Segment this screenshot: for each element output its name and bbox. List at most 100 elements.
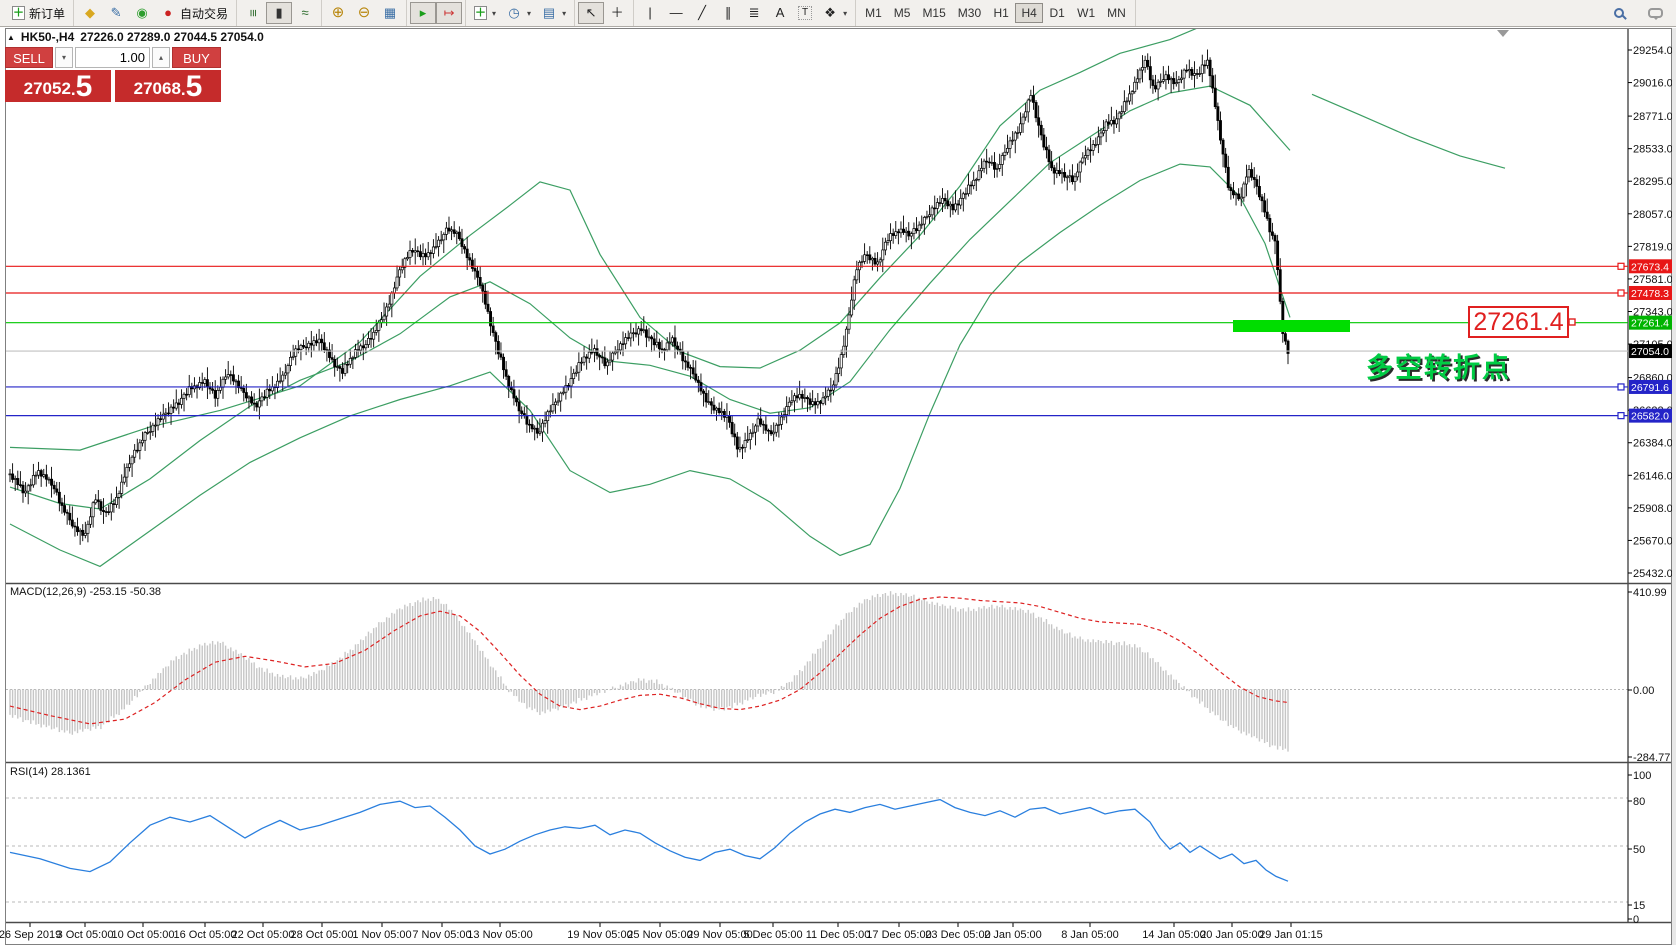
chat-button[interactable]	[1643, 2, 1668, 24]
toolbar-zoom-out-button[interactable]: ⊖	[351, 2, 377, 24]
auto-trading-icon: ●	[164, 5, 172, 20]
svg-text:0.00: 0.00	[1633, 685, 1654, 697]
svg-text:29016.0: 29016.0	[1633, 78, 1673, 90]
text-icon: A	[775, 5, 785, 20]
svg-text:25 Nov 05:00: 25 Nov 05:00	[627, 929, 692, 941]
tile-icon: ▦	[383, 5, 397, 20]
volume-decrease-button[interactable]: ▾	[55, 47, 73, 68]
toolbar-periods-button[interactable]: ◷ ▾	[501, 2, 536, 24]
sell-price-pip: 5	[75, 70, 93, 103]
toolbar-vline-button[interactable]: |	[637, 2, 663, 24]
svg-text:-284.77: -284.77	[1633, 752, 1670, 764]
toolbar-group-7: | ― ╱ ∥ ≣ A T ❖ ▾	[634, 0, 857, 26]
svg-text:16 Oct 05:00: 16 Oct 05:00	[174, 929, 237, 941]
toolbar-line-button[interactable]: ≈	[292, 2, 318, 24]
toolbar-shift-button[interactable]: ↦	[436, 2, 463, 24]
tf-button-M30[interactable]: M30	[952, 3, 987, 23]
svg-text:0: 0	[1633, 914, 1639, 926]
sell-button[interactable]: SELL	[5, 47, 53, 68]
buy-price-pip: 5	[185, 70, 203, 103]
tf-button-H4[interactable]: H4	[1015, 3, 1044, 23]
toolbar-autoscroll-button[interactable]: ▸	[410, 2, 437, 24]
macd-signal-line	[9, 596, 1289, 725]
price-callout-label[interactable]: 27261.4	[1468, 306, 1569, 338]
tf-button-MN[interactable]: MN	[1101, 3, 1132, 23]
buy-price-int: 27068	[133, 79, 181, 98]
periods-icon: ◷	[508, 5, 520, 20]
tf-button-M15[interactable]: M15	[916, 3, 951, 23]
macd-indicator-label: MACD(12,26,9) -253.15 -50.38	[10, 586, 161, 598]
toolbar-auto-trading-button[interactable]: ● 自动交易	[155, 2, 233, 24]
signal-icon: ◉	[136, 5, 148, 20]
search-button[interactable]	[1609, 2, 1629, 24]
toolbar-zoom-in-button[interactable]: ⊕	[325, 2, 351, 24]
tf-button-M1[interactable]: M1	[859, 3, 888, 23]
toolbar-templates-button[interactable]: ▤ ▾	[536, 2, 571, 24]
shift-marker-icon	[1497, 30, 1509, 37]
volume-input[interactable]	[75, 47, 150, 68]
vline-icon: |	[648, 5, 652, 20]
svg-text:26384.0: 26384.0	[1633, 438, 1673, 450]
zoom-in-icon: ⊕	[331, 4, 345, 21]
chart-window[interactable]: 29254.0 29016.0 28771.0 28533.0 28295.0 28057…	[0, 28, 1676, 945]
toolbar-indicators-button[interactable]: ＋ ▾	[469, 2, 501, 24]
svg-text:100: 100	[1633, 770, 1651, 782]
toolbar-new-order-button[interactable]: ＋ 新订单	[7, 2, 70, 24]
toolbar-group-2: ≡ ▮ ≈	[237, 0, 323, 26]
chevron-down-icon: ▾	[527, 8, 532, 18]
bollinger-middle	[9, 85, 1291, 510]
toolbar-hline-button[interactable]: ―	[663, 2, 689, 24]
toolbar-fibo-button[interactable]: ≣	[741, 2, 767, 24]
rsi-line	[9, 798, 1289, 882]
svg-text:25670.0: 25670.0	[1633, 535, 1673, 547]
tf-button-W1[interactable]: W1	[1071, 3, 1101, 23]
svg-text:13 Nov 05:00: 13 Nov 05:00	[467, 929, 532, 941]
templates-icon: ▤	[542, 5, 556, 20]
chart-ohlc-values: 27226.0 27289.0 27044.5 27054.0	[80, 30, 264, 44]
toolbar-bars-button[interactable]: ≡	[240, 2, 266, 24]
buy-button[interactable]: BUY	[172, 47, 221, 68]
axes: 29254.0 29016.0 28771.0 28533.0 28295.0 28057…	[0, 28, 1674, 945]
toolbar-gold-button[interactable]: ◆	[77, 2, 103, 24]
toolbar-group-5: ＋ ▾ ◷ ▾ ▤ ▾	[466, 0, 576, 26]
one-click-trading-panel: SELL ▾ ▴ BUY 27052.5 27068.5	[5, 47, 221, 102]
svg-text:27819.0: 27819.0	[1633, 241, 1673, 253]
chart-canvas[interactable]: 29254.0 29016.0 28771.0 28533.0 28295.0 28057…	[0, 28, 1676, 945]
channel-icon: ∥	[724, 5, 732, 20]
turning-point-annotation[interactable]: 多空转折点	[1366, 353, 1511, 383]
toolbar-signal-button[interactable]: ◉	[129, 2, 155, 24]
svg-text:14 Jan 05:00: 14 Jan 05:00	[1142, 929, 1206, 941]
tf-button-H1[interactable]: H1	[987, 3, 1015, 23]
svg-text:19 Nov 05:00: 19 Nov 05:00	[567, 929, 632, 941]
svg-text:28771.0: 28771.0	[1633, 111, 1673, 123]
rsi-value: 28.1361	[50, 766, 91, 778]
zoom-out-icon: ⊖	[357, 4, 371, 21]
gold-icon: ◆	[85, 5, 96, 20]
toolbar-editor-button[interactable]: ✎	[103, 2, 129, 24]
buy-price-display[interactable]: 27068. 5	[115, 70, 221, 102]
toolbar-label-button[interactable]: T	[793, 2, 817, 24]
toolbar-cursor-button[interactable]: ↖	[578, 2, 605, 24]
volume-increase-button[interactable]: ▴	[152, 47, 170, 68]
svg-text:20 Jan 05:00: 20 Jan 05:00	[1200, 929, 1264, 941]
tf-button-M5[interactable]: M5	[888, 3, 917, 23]
main-price-pane	[8, 29, 1506, 568]
line-icon: ≈	[301, 5, 309, 20]
toolbar-crosshair-button[interactable]: ＋	[604, 2, 630, 24]
toolbar-trendline-button[interactable]: ╱	[689, 2, 715, 24]
toolbar-tile-button[interactable]: ▦	[377, 2, 403, 24]
svg-text:11 Dec 05:00: 11 Dec 05:00	[806, 929, 871, 941]
toolbar-channel-button[interactable]: ∥	[715, 2, 741, 24]
toolbar-shapes-button[interactable]: ❖ ▾	[817, 2, 852, 24]
svg-text:27581.0: 27581.0	[1633, 274, 1673, 286]
bollinger-lower	[9, 163, 1291, 568]
toolbar-text-button[interactable]: A	[767, 2, 793, 24]
toolbar-candles-button[interactable]: ▮	[266, 2, 293, 24]
hline-icon: ―	[669, 5, 683, 20]
sell-price-display[interactable]: 27052. 5	[5, 70, 111, 102]
toolbar-group-3: ⊕ ⊖ ▦	[322, 0, 408, 26]
toolbar-group-4: ▸ ↦	[407, 0, 467, 26]
svg-text:27054.0: 27054.0	[1631, 346, 1669, 358]
tf-button-D1[interactable]: D1	[1043, 3, 1071, 23]
buy-price-dot: .	[180, 80, 186, 99]
